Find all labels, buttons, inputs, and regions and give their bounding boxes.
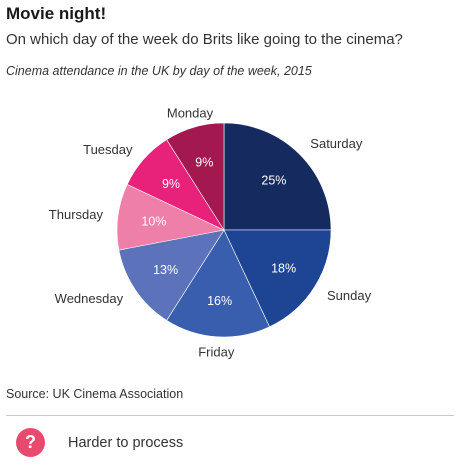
pie-slice-monday xyxy=(166,122,225,232)
chart-caption: Cinema attendance in the UK by day of th… xyxy=(6,64,312,78)
pie-chart: 25% Saturday 18% Sunday 16% Friday 13% Wednesda… xyxy=(49,105,372,359)
category-label-tuesday: Tuesday xyxy=(83,142,133,157)
footer-note: ? Harder to process xyxy=(16,428,183,457)
pie-slice-wednesday xyxy=(118,229,225,321)
category-label-friday: Friday xyxy=(198,344,235,359)
category-label-wednesday: Wednesday xyxy=(55,291,124,306)
value-label-thursday: 10% xyxy=(141,215,166,229)
divider xyxy=(6,415,454,416)
value-label-friday: 16% xyxy=(207,294,232,308)
category-label-monday: Monday xyxy=(167,105,214,120)
value-label-sunday: 18% xyxy=(271,261,296,275)
source-note: Source: UK Cinema Association xyxy=(6,387,184,401)
chart-title: Movie night! xyxy=(6,4,107,23)
chart-subtitle: On which day of the week do Brits like g… xyxy=(6,31,403,48)
pie-slice-sunday xyxy=(223,229,332,328)
value-label-wednesday: 13% xyxy=(153,263,178,277)
pie-slice-friday xyxy=(166,229,270,338)
value-label-saturday: 25% xyxy=(261,174,286,188)
value-label-tuesday: 9% xyxy=(162,177,180,191)
category-label-sunday: Sunday xyxy=(327,288,372,303)
question-mark-icon: ? xyxy=(16,428,45,457)
category-label-saturday: Saturday xyxy=(310,136,363,151)
footer-label: Harder to process xyxy=(68,434,184,451)
value-label-monday: 9% xyxy=(195,156,213,170)
pie-slice-saturday xyxy=(223,122,332,231)
category-label-thursday: Thursday xyxy=(49,207,104,222)
